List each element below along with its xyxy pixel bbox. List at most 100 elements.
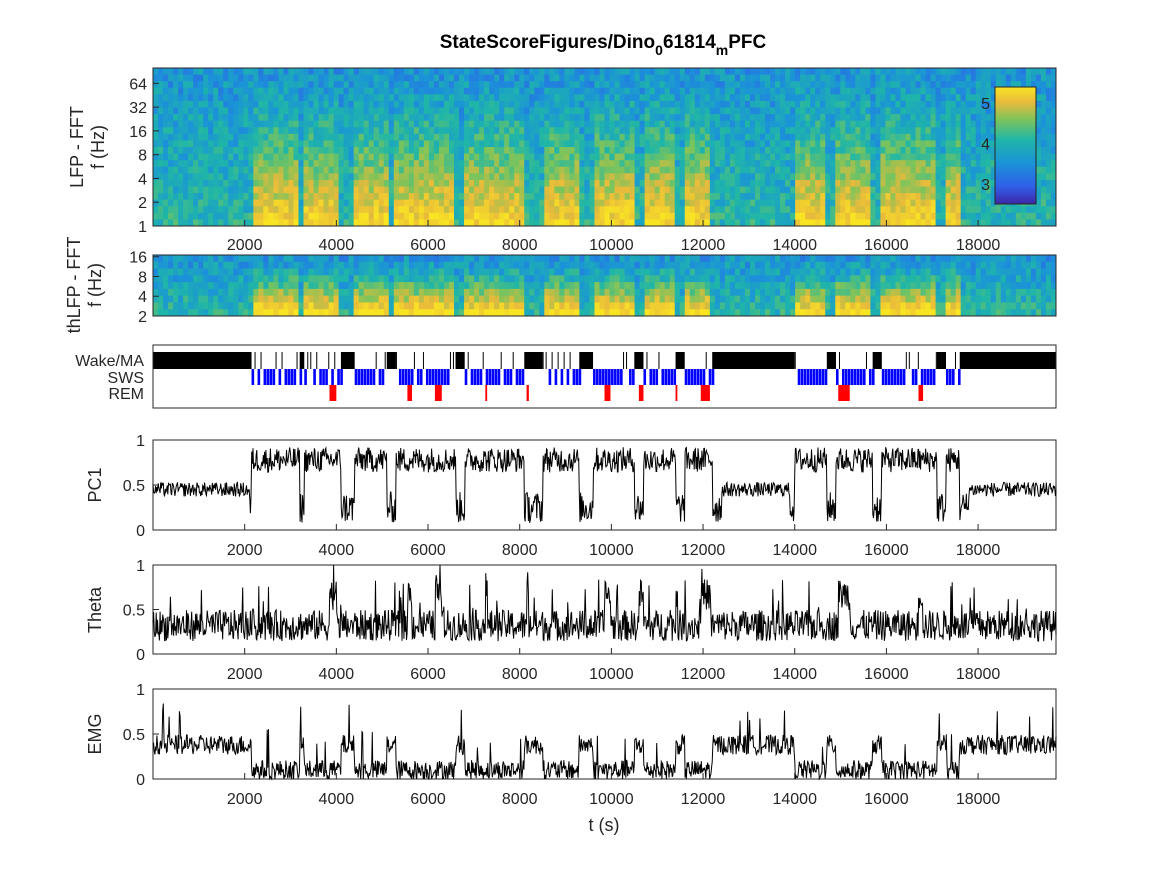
spectrogram-cell — [454, 275, 460, 283]
spectrogram-cell — [704, 127, 711, 135]
spectrogram-cell — [433, 219, 440, 227]
spectrogram-cell — [915, 199, 921, 207]
spectrogram-cell — [318, 68, 324, 75]
spectrogram-cell — [760, 81, 766, 89]
spectrogram-cell — [398, 160, 405, 168]
spectrogram-cell — [539, 107, 545, 115]
spectrogram-cell — [318, 107, 324, 115]
spectrogram-cell — [724, 199, 731, 207]
spectrogram-cell — [218, 100, 224, 108]
spectrogram-cell — [428, 173, 435, 181]
spectrogram-cell — [780, 74, 786, 82]
spectrogram-cell — [729, 114, 736, 122]
spectrogram-cell — [749, 173, 756, 181]
spectrogram-cell — [795, 219, 801, 227]
spectrogram-cell — [770, 74, 776, 82]
spectrogram-cell — [173, 288, 179, 297]
spectrogram-cell — [780, 100, 786, 108]
spectrogram-cell — [724, 133, 731, 141]
spectrogram-cell — [950, 173, 957, 181]
spectrogram-cell — [729, 127, 736, 135]
spectrogram-cell — [193, 268, 199, 276]
spectrogram-cell — [724, 173, 731, 181]
spectrogram-cell — [584, 219, 590, 227]
spectrogram-cell — [318, 268, 324, 276]
spectrogram-cell — [233, 199, 239, 207]
spectrogram-cell — [448, 94, 455, 102]
spectrogram-cell — [233, 219, 239, 227]
spectrogram-cell — [865, 219, 871, 227]
spectrogram-cell — [729, 120, 736, 128]
spectrogram-cell — [734, 107, 741, 115]
spectrogram-cell — [539, 94, 545, 102]
spectrogram-cell — [363, 100, 370, 108]
spectrogram-cell — [489, 74, 495, 82]
spectrogram-cell — [448, 81, 455, 89]
spectrogram-cell — [1035, 173, 1042, 181]
spectrogram-cell — [499, 268, 505, 276]
spectrogram-cell — [489, 100, 495, 108]
spectrogram-cell — [243, 81, 249, 89]
spectrogram-cell — [443, 133, 450, 141]
spectrogram-cell — [850, 107, 856, 115]
spectrogram-cell — [910, 140, 916, 148]
spectrogram-cell — [960, 68, 967, 75]
spectrogram-cell — [990, 199, 997, 207]
spectrogram-cell — [649, 199, 656, 207]
spectrogram-cell — [619, 166, 625, 174]
spectrogram-cell — [895, 74, 901, 82]
spectrogram-cell — [684, 107, 691, 115]
spectrogram-cell — [855, 100, 861, 108]
spectrogram-cell — [303, 268, 309, 276]
spectrogram-cell — [674, 140, 681, 148]
spectrogram-cell — [890, 81, 896, 89]
spectrogram-cell — [223, 166, 229, 174]
spectrogram-cell — [474, 302, 480, 310]
spectrogram-cell — [243, 261, 249, 269]
spectrogram-cell — [403, 81, 410, 89]
spectrogram-cell — [253, 127, 259, 135]
spectrogram-cell — [448, 219, 455, 227]
spectrogram-cell — [193, 186, 199, 194]
spectrogram-cell — [860, 107, 866, 115]
spectrogram-cell — [283, 81, 289, 89]
spectrogram-cell — [629, 127, 635, 135]
spectrogram-cell — [514, 81, 520, 89]
spectrogram-cell — [418, 153, 425, 161]
spectrogram-cell — [268, 186, 274, 194]
spectrogram-cell — [950, 74, 957, 82]
spectrogram-cell — [890, 153, 896, 161]
spectrogram-cell — [760, 133, 766, 141]
spectrogram-cell — [775, 179, 781, 187]
spectrogram-cell — [1050, 193, 1057, 201]
spectrogram-cell — [198, 206, 204, 214]
spectrogram-cell — [840, 173, 846, 181]
spectrogram-cell — [188, 140, 194, 148]
spectrogram-cell — [278, 114, 284, 122]
spectrogram-cell — [619, 186, 625, 194]
spectrogram-cell — [699, 140, 706, 148]
spectrogram-cell — [644, 173, 651, 181]
spectrogram-cell — [840, 166, 846, 174]
spectrogram-cell — [358, 282, 365, 290]
spectrogram-cell — [469, 255, 475, 263]
spectrogram-cell — [885, 81, 891, 89]
spectrogram-cell — [408, 193, 415, 201]
spectrogram-cell — [574, 166, 580, 174]
spectrogram-cell — [298, 166, 304, 174]
spectrogram-cell — [263, 140, 269, 148]
spectrogram-cell — [790, 87, 796, 95]
spectrogram-cell — [970, 179, 977, 187]
spectrogram-cell — [990, 193, 997, 201]
spectrogram-cell — [318, 81, 324, 89]
spectrogram-cell — [930, 212, 936, 220]
spectrogram-cell — [248, 94, 254, 102]
spectrogram-cell — [423, 261, 430, 269]
spectrogram-cell — [659, 114, 666, 122]
spectrogram-cell — [825, 206, 831, 214]
spectrogram-cell — [534, 100, 540, 108]
spectrogram-cell — [243, 153, 249, 161]
spectrogram-cell — [1040, 166, 1047, 174]
spectrogram-cell — [348, 68, 355, 75]
spectrogram-cell — [840, 153, 846, 161]
